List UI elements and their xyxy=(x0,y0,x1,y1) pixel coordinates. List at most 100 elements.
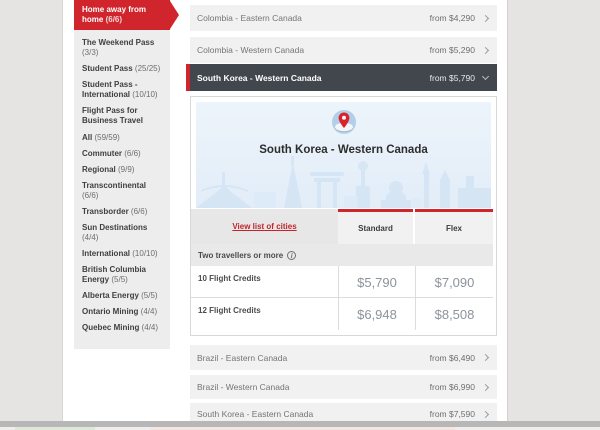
route-row-south-korea-western-expanded[interactable]: South Korea - Western Canada from $5,790 xyxy=(186,64,497,91)
travellers-note-row: Two travellers or more i xyxy=(191,244,493,266)
route-price: from $7,590 xyxy=(429,409,475,419)
sidebar-item-quebec-mining[interactable]: Quebec Mining (4/4) xyxy=(82,323,162,333)
route-label: Colombia - Western Canada xyxy=(197,45,305,55)
route-detail-card: South Korea - Western Canada View list o… xyxy=(190,96,497,336)
region-filter-group: All (59/59) Commuter (6/6) Regional (9/9… xyxy=(74,127,170,349)
filter-count: (4/4) xyxy=(140,307,158,316)
filter-label: Transcontinental xyxy=(82,181,147,190)
filter-count: (59/59) xyxy=(94,133,120,142)
sidebar-item-weekend-pass[interactable]: The Weekend Pass (3/3) xyxy=(82,38,162,58)
sidebar-item-international[interactable]: International (10/10) xyxy=(82,249,162,259)
filter-count: (6/6) xyxy=(130,207,148,216)
filter-count: (5/5) xyxy=(141,291,158,300)
credits-label: 10 Flight Credits xyxy=(198,274,261,283)
filter-count: (5/5) xyxy=(111,275,128,284)
sidebar-item-student-pass[interactable]: Student Pass (25/25) xyxy=(82,64,162,74)
route-label: South Korea - Eastern Canada xyxy=(197,409,314,419)
filter-label: Quebec Mining xyxy=(82,323,140,332)
filter-count: (6/6) xyxy=(124,149,141,158)
sidebar-item-transcontinental[interactable]: Transcontinental (6/6) xyxy=(82,181,162,201)
filter-count: (4/4) xyxy=(141,323,159,332)
credits-label: 12 Flight Credits xyxy=(198,306,261,315)
filter-label: Alberta Energy xyxy=(82,291,139,300)
filter-count: (6/6) xyxy=(105,15,123,24)
filter-label: Home away from home xyxy=(82,5,147,24)
sidebar-item-student-pass-international[interactable]: Student Pass - International (10/10) xyxy=(82,80,162,100)
route-label: South Korea - Western Canada xyxy=(197,72,322,83)
filter-label: Ontario Mining xyxy=(82,307,139,316)
route-price: from $5,790 xyxy=(429,72,475,83)
route-label: Colombia - Eastern Canada xyxy=(197,13,302,23)
route-price: from $5,290 xyxy=(429,45,475,55)
filter-label: The Weekend Pass xyxy=(82,38,155,47)
filter-label: Transborder xyxy=(82,207,129,216)
travellers-note: Two travellers or more xyxy=(198,250,284,260)
route-row-colombia-eastern[interactable]: Colombia - Eastern Canada from $4,290 xyxy=(190,5,497,31)
filter-label: International xyxy=(82,249,131,258)
city-skyline-illustration xyxy=(196,156,491,208)
filter-count: (9/9) xyxy=(118,165,135,174)
active-route-marker xyxy=(186,64,190,91)
route-label: Brazil - Western Canada xyxy=(197,382,290,392)
filter-label: All xyxy=(82,133,93,142)
info-icon[interactable]: i xyxy=(287,250,297,260)
filter-sidebar: Home away from home (6/6) The Weekend Pa… xyxy=(74,0,179,349)
price-flex[interactable]: $7,090 xyxy=(415,266,493,298)
filter-label: Student Pass - International xyxy=(82,80,138,99)
bottom-strip-segment xyxy=(15,427,95,430)
sidebar-item-sun-destinations[interactable]: Sun Destinations (4/4) xyxy=(82,223,162,243)
map-pin-icon xyxy=(331,109,357,140)
filter-label: Flight Pass for Business Travel xyxy=(82,106,143,125)
chevron-down-icon xyxy=(481,72,490,81)
chevron-right-icon xyxy=(481,383,490,391)
route-price: from $6,490 xyxy=(429,352,475,363)
column-header-flex: Flex xyxy=(415,209,493,244)
sidebar-item-transborder[interactable]: Transborder (6/6) xyxy=(82,207,162,217)
price-standard[interactable]: $5,790 xyxy=(338,266,415,298)
view-list-of-cities-link[interactable]: View list of cities xyxy=(232,222,297,231)
sidebar-item-all[interactable]: All (59/59) xyxy=(82,133,162,143)
price-standard[interactable]: $6,948 xyxy=(338,298,415,330)
pricing-row-12-credits: 12 Flight Credits $6,948 $8,508 xyxy=(191,298,493,330)
filter-count: (10/10) xyxy=(132,249,158,258)
sidebar-item-bc-energy[interactable]: British Columbia Energy (5/5) xyxy=(82,265,162,285)
route-row-colombia-western[interactable]: Colombia - Western Canada from $5,290 xyxy=(190,37,497,63)
chevron-right-icon xyxy=(481,46,490,54)
filter-label: British Columbia Energy xyxy=(82,265,147,284)
destination-banner: South Korea - Western Canada xyxy=(196,102,491,208)
filter-label: Commuter xyxy=(82,149,123,158)
bottom-divider-bar xyxy=(0,421,600,427)
sidebar-item-alberta-energy[interactable]: Alberta Energy (5/5) xyxy=(82,291,162,301)
route-price: from $6,990 xyxy=(429,382,475,392)
detail-card-title: South Korea - Western Canada xyxy=(259,144,428,156)
filter-count: (10/10) xyxy=(132,90,158,99)
bottom-strip-segment xyxy=(150,427,455,430)
route-price: from $4,290 xyxy=(429,13,475,23)
bottom-edge-strip xyxy=(0,427,600,430)
sidebar-item-commuter[interactable]: Commuter (6/6) xyxy=(82,149,162,159)
pricing-row-10-credits: 10 Flight Credits $5,790 $7,090 xyxy=(191,266,493,298)
filter-count: (4/4) xyxy=(82,233,99,242)
chevron-right-icon xyxy=(481,353,490,362)
price-flex[interactable]: $8,508 xyxy=(415,298,493,330)
route-row-south-korea-eastern[interactable]: South Korea - Eastern Canada from $7,590 xyxy=(190,403,497,425)
filter-count: (3/3) xyxy=(82,48,99,57)
sidebar-item-regional[interactable]: Regional (9/9) xyxy=(82,165,162,175)
pass-type-filter-group: Home away from home (6/6) The Weekend Pa… xyxy=(74,0,179,152)
route-row-brazil-western[interactable]: Brazil - Western Canada from $6,990 xyxy=(190,375,497,399)
filter-label: Student Pass xyxy=(82,64,133,73)
filter-count: (25/25) xyxy=(134,64,161,73)
pricing-table-header: View list of cities Standard Flex xyxy=(191,209,496,244)
filter-count: (6/6) xyxy=(82,191,99,200)
route-row-brazil-eastern[interactable]: Brazil - Eastern Canada from $6,490 xyxy=(190,345,497,370)
chevron-right-icon xyxy=(481,410,490,418)
filter-label: Sun Destinations xyxy=(82,223,148,232)
filter-label: Regional xyxy=(82,165,116,174)
view-cities-cell: View list of cities xyxy=(191,209,338,244)
sidebar-item-ontario-mining[interactable]: Ontario Mining (4/4) xyxy=(82,307,162,317)
chevron-right-icon xyxy=(481,14,490,22)
route-label: Brazil - Eastern Canada xyxy=(197,352,288,363)
column-header-standard: Standard xyxy=(338,209,413,244)
sidebar-item-home-away-from-home[interactable]: Home away from home (6/6) xyxy=(74,0,179,30)
